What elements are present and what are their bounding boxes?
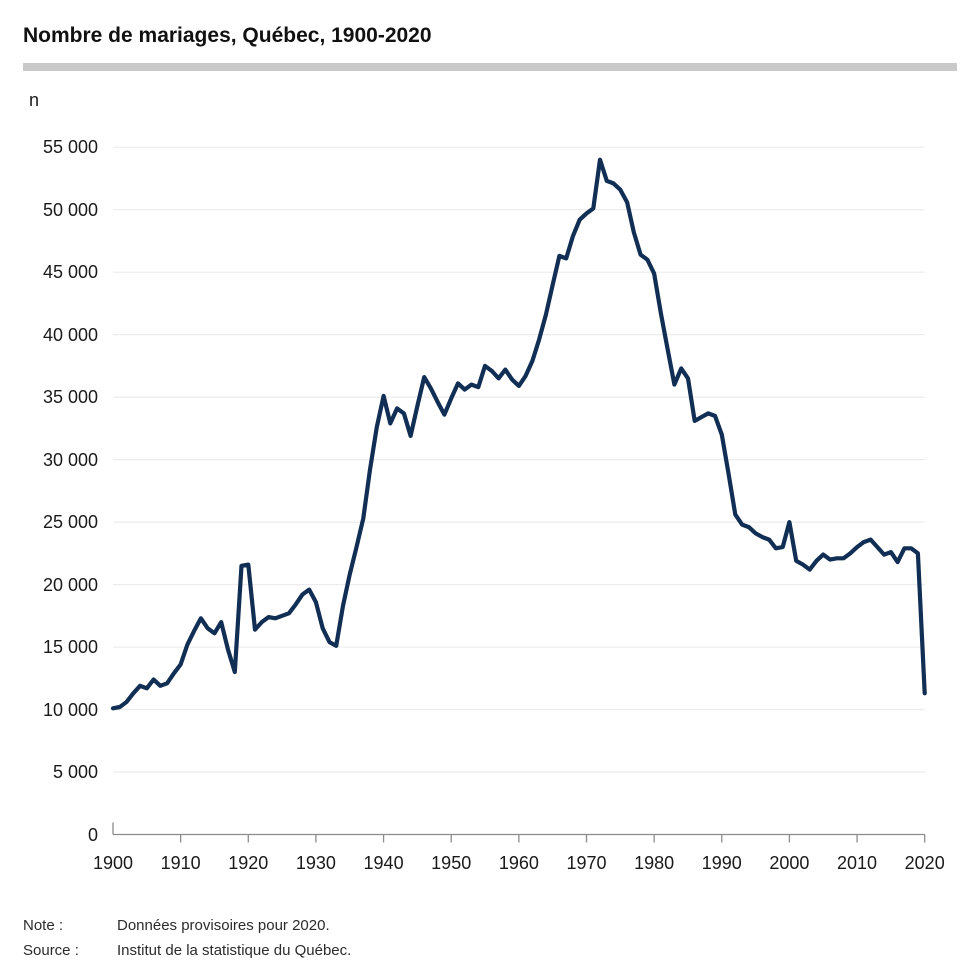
x-tick-label: 1950 — [431, 853, 472, 873]
source-label: Source : — [23, 942, 79, 959]
x-tick-label: 1940 — [363, 853, 404, 873]
y-tick-label: 35 000 — [42, 387, 98, 408]
source-text: Institut de la statistique du Québec. — [117, 942, 352, 959]
x-tick-label: 1920 — [228, 853, 269, 873]
note-text: Données provisoires pour 2020. — [117, 917, 330, 934]
y-tick-label: 30 000 — [42, 449, 98, 470]
title-divider — [23, 63, 957, 71]
x-tick-label: 1910 — [160, 853, 201, 873]
y-tick-label: 50 000 — [42, 199, 98, 220]
y-tick-label: 40 000 — [42, 324, 98, 345]
y-tick-label: 45 000 — [42, 262, 98, 283]
note-row: Note : Données provisoires pour 2020. — [23, 916, 330, 935]
x-tick-label: 1980 — [634, 853, 675, 873]
y-tick-label: 5 000 — [52, 762, 98, 783]
y-tick-label: 55 000 — [42, 137, 98, 158]
y-axis-unit-label: n — [29, 90, 40, 110]
x-tick-label: 1960 — [498, 853, 539, 873]
y-tick-label: 20 000 — [42, 574, 98, 595]
x-tick-label: 1930 — [295, 853, 336, 873]
x-tick-label: 1990 — [701, 853, 742, 873]
x-tick-label: 2020 — [904, 853, 945, 873]
source-row: Source : Institut de la statistique du Qu… — [23, 941, 351, 960]
x-tick-label: 1900 — [92, 853, 134, 873]
x-tick-label: 1970 — [566, 853, 607, 873]
y-tick-label: 25 000 — [42, 512, 98, 533]
y-tick-label: 0 — [87, 824, 98, 845]
note-label: Note : — [23, 917, 64, 934]
marriages-line — [110, 157, 927, 711]
y-tick-label: 10 000 — [42, 699, 98, 720]
page-title: Nombre de mariages, Québec, 1900-2020 — [23, 24, 432, 47]
x-tick-label: 2010 — [837, 853, 878, 873]
y-tick-label: 15 000 — [42, 637, 98, 658]
x-tick-label: 2000 — [769, 853, 810, 873]
